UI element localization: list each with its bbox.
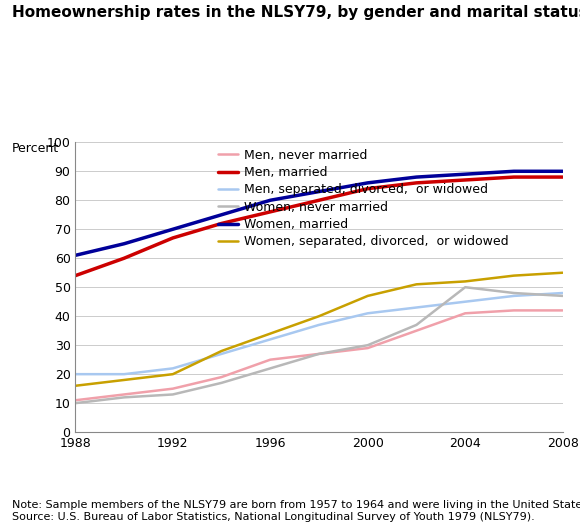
- Text: Homeownership rates in the NLSY79, by gender and marital status, selected years: Homeownership rates in the NLSY79, by ge…: [12, 5, 580, 20]
- Text: Note: Sample members of the NLSY79 are born from 1957 to 1964 and were living in: Note: Sample members of the NLSY79 are b…: [12, 500, 580, 522]
- Text: Percent: Percent: [12, 142, 59, 155]
- Legend: Men, never married, Men, married, Men, separated, divorced,  or widowed, Women, : Men, never married, Men, married, Men, s…: [218, 149, 509, 248]
